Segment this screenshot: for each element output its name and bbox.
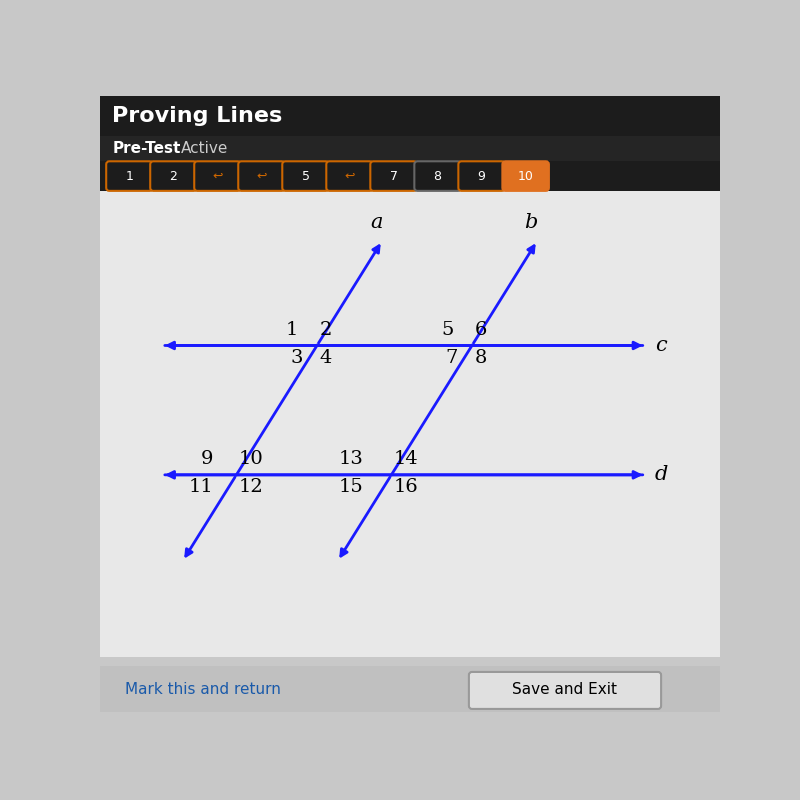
Text: 13: 13	[338, 450, 363, 468]
Text: 16: 16	[394, 478, 418, 496]
Text: 2: 2	[319, 321, 332, 339]
Text: 4: 4	[319, 349, 332, 367]
FancyBboxPatch shape	[370, 162, 417, 191]
FancyBboxPatch shape	[282, 162, 329, 191]
FancyBboxPatch shape	[100, 161, 720, 191]
FancyBboxPatch shape	[100, 136, 720, 161]
Text: 10: 10	[238, 450, 263, 468]
Text: Mark this and return: Mark this and return	[125, 682, 281, 697]
FancyBboxPatch shape	[150, 162, 197, 191]
Text: Pre-Test: Pre-Test	[112, 141, 181, 156]
Text: a: a	[370, 213, 382, 231]
Text: ↩: ↩	[212, 170, 222, 182]
FancyBboxPatch shape	[414, 162, 461, 191]
FancyBboxPatch shape	[100, 164, 720, 657]
FancyBboxPatch shape	[100, 666, 720, 712]
Text: 14: 14	[394, 450, 418, 468]
Text: 6: 6	[474, 321, 486, 339]
Text: 8: 8	[434, 170, 442, 182]
Text: ↩: ↩	[344, 170, 355, 182]
Text: 7: 7	[390, 170, 398, 182]
FancyBboxPatch shape	[106, 162, 153, 191]
Text: 7: 7	[446, 349, 458, 367]
Text: 15: 15	[338, 478, 363, 496]
FancyBboxPatch shape	[194, 162, 241, 191]
Text: Proving Lines: Proving Lines	[112, 106, 282, 126]
Text: 5: 5	[441, 321, 454, 339]
Text: 2: 2	[170, 170, 178, 182]
Text: 8: 8	[474, 349, 486, 367]
Text: 12: 12	[238, 478, 263, 496]
FancyBboxPatch shape	[238, 162, 285, 191]
Text: d: d	[655, 466, 668, 484]
Text: 1: 1	[126, 170, 134, 182]
Text: 5: 5	[302, 170, 310, 182]
FancyBboxPatch shape	[469, 672, 661, 709]
Text: 3: 3	[290, 349, 303, 367]
Text: ↩: ↩	[256, 170, 266, 182]
Text: c: c	[655, 336, 666, 355]
Text: 9: 9	[478, 170, 486, 182]
Text: 11: 11	[189, 478, 213, 496]
Text: Active: Active	[181, 141, 228, 156]
Text: b: b	[524, 213, 538, 231]
Text: 1: 1	[286, 321, 298, 339]
Text: Save and Exit: Save and Exit	[513, 682, 618, 698]
FancyBboxPatch shape	[100, 96, 720, 136]
Text: 10: 10	[518, 170, 534, 182]
FancyBboxPatch shape	[502, 162, 549, 191]
Text: Analyze the diagram below and answer the question that follows.: Analyze the diagram below and answer the…	[158, 147, 662, 162]
FancyBboxPatch shape	[458, 162, 505, 191]
FancyBboxPatch shape	[326, 162, 373, 191]
Text: 9: 9	[201, 450, 213, 468]
